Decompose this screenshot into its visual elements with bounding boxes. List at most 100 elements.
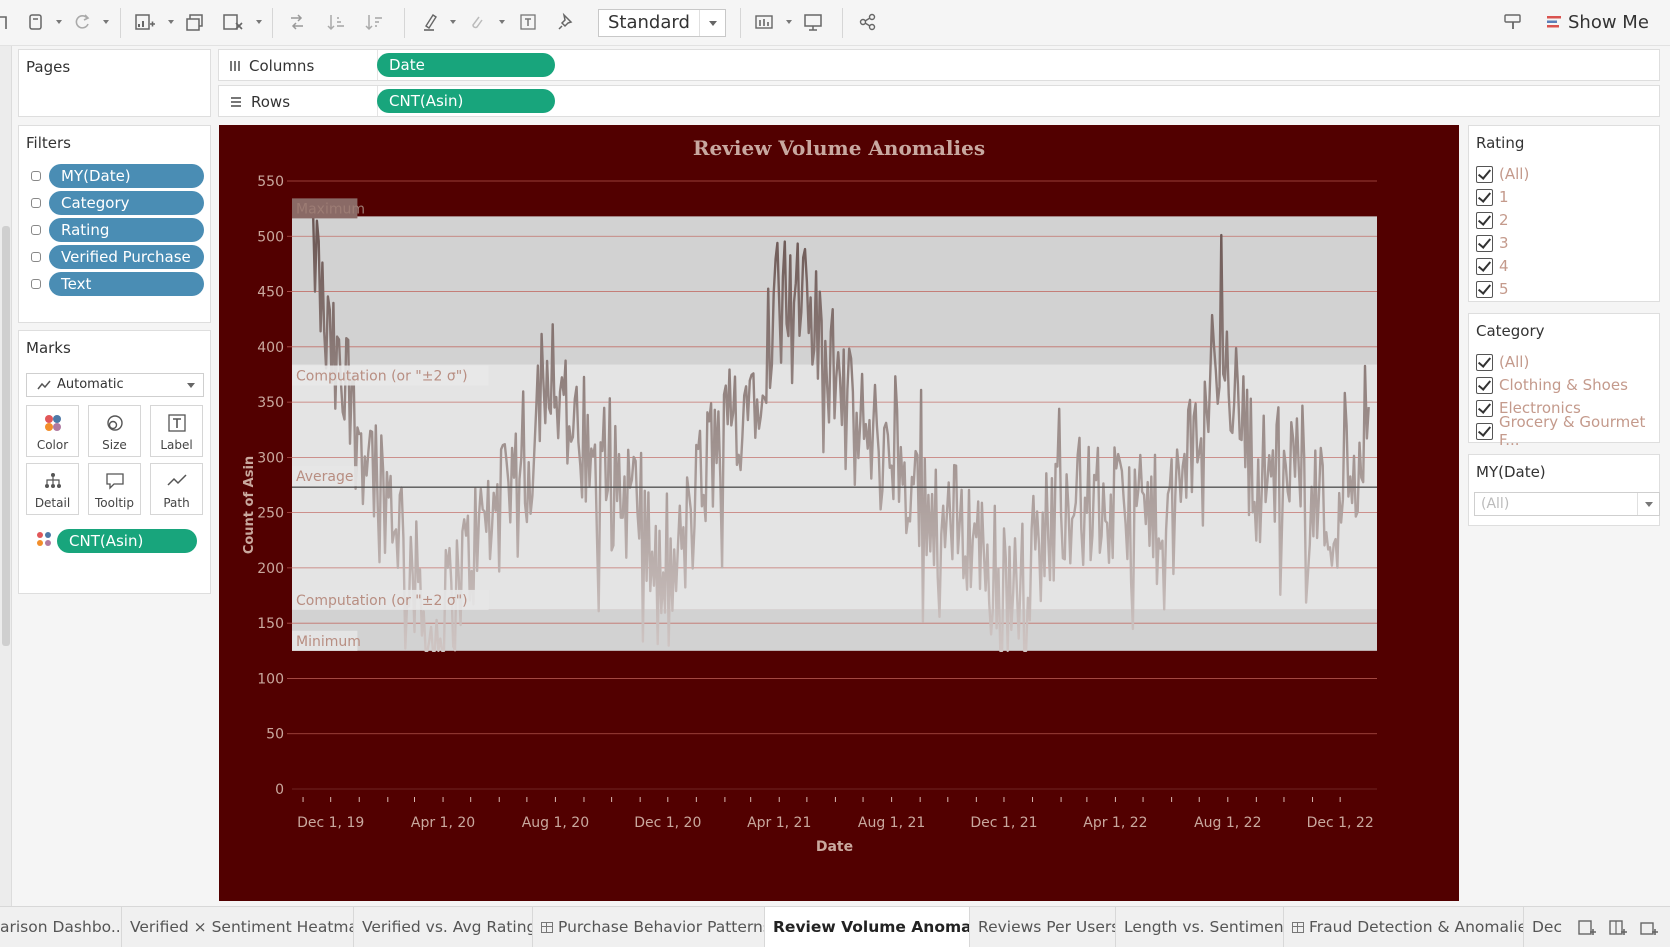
rating-option[interactable]: (All) [1476,164,1529,184]
label-icon[interactable] [518,10,538,34]
category-option[interactable]: (All) [1476,352,1529,372]
new-worksheet-tab-icon[interactable] [1576,916,1598,940]
scrollbar-thumb[interactable] [2,226,10,646]
maximum-label-bg [292,198,358,219]
minimum-label: Minimum [296,634,361,650]
chevron-down-icon [699,10,725,36]
rating-option[interactable]: 2 [1476,210,1509,230]
checkbox-checked-icon[interactable] [1476,280,1493,298]
minimum-label-bg [292,630,358,651]
path-button[interactable]: Path [150,463,203,515]
rating-option[interactable]: 5 [1476,279,1509,299]
checkbox-checked-icon[interactable] [1476,422,1493,440]
toolbar: Standard Show Me [0,0,1670,46]
columns-pill[interactable]: Date [377,53,555,77]
rating-option-label: 5 [1499,280,1509,298]
clear-sheet-icon[interactable] [222,10,244,34]
filter-pill[interactable]: Verified Purchase [49,245,204,269]
rows-label: Rows [251,93,291,111]
pages-shelf[interactable]: Pages [18,49,211,117]
checkbox-checked-icon[interactable] [1476,165,1493,183]
checkbox-checked-icon[interactable] [1476,211,1493,229]
label-button[interactable]: Label [150,405,203,457]
checkbox-checked-icon[interactable] [1476,257,1493,275]
chart-view[interactable]: 0 50 100 150 200 250 300 350 400 450 500 550 Dec 1, … [219,125,1459,901]
undo-icon[interactable] [0,10,8,34]
refresh-icon[interactable] [72,10,92,34]
sort-descending-icon[interactable] [364,10,384,34]
detail-button[interactable]: Detail [26,463,79,515]
checkbox-checked-icon[interactable] [1476,234,1493,252]
y-axis-title: Count of Asin [242,456,257,554]
new-worksheet-icon[interactable] [134,10,156,34]
marks-title: Marks [26,339,71,357]
x-axis-title: Date [816,839,853,855]
tab-dec[interactable]: Dec [1524,907,1574,947]
category-legend-title: Category [1476,322,1545,340]
y-tick-label: 300 [257,450,284,466]
columns-shelf[interactable]: Columns Date [218,49,1660,81]
tab-label: Review Volume Anomalies [773,918,969,936]
path-icon [166,474,187,486]
tab-length-vs-sentiment[interactable]: Length vs. Sentiment [1116,907,1284,947]
side-scrollbar[interactable] [0,46,12,906]
checkbox-checked-icon[interactable] [1476,188,1493,206]
marks-field-pill[interactable]: CNT(Asin) [57,529,197,553]
tab-verified-vs-avg-rating[interactable]: Verified vs. Avg Rating [354,907,533,947]
filter-pill[interactable]: Text [49,272,204,296]
filter-pill[interactable]: MY(Date) [49,164,204,188]
sort-ascending-icon[interactable] [326,10,346,34]
checkbox-checked-icon[interactable] [1476,376,1493,394]
chart-fit-icon[interactable] [754,10,776,34]
checkbox-checked-icon[interactable] [1476,399,1493,417]
presentation-icon[interactable] [802,10,824,34]
color-button[interactable]: Color [26,405,79,457]
chevron-down-icon [187,383,195,388]
y-tick-label: 250 [257,506,284,522]
group-icon[interactable] [466,10,486,34]
rating-option[interactable]: 1 [1476,187,1509,207]
highlight-icon[interactable] [420,10,440,34]
swap-icon[interactable] [287,10,307,34]
new-dashboard-tab-icon[interactable] [1607,916,1629,940]
show-me-button[interactable]: Show Me [1546,10,1649,34]
tab-purchase-behavior-patterns[interactable]: Purchase Behavior Patterns [533,907,765,947]
rows-shelf[interactable]: Rows CNT(Asin) [218,85,1660,117]
rating-option[interactable]: 3 [1476,233,1509,253]
fit-select[interactable]: Standard [598,9,726,37]
rating-legend-title: Rating [1476,134,1525,152]
tab-verified-sentiment-heatmap[interactable]: Verified × Sentiment Heatmap [122,907,354,947]
lower-computation-label: Computation (or "±2 σ") [296,593,468,609]
duplicate-icon[interactable] [184,10,206,34]
category-option[interactable]: Electronics [1476,398,1581,418]
size-button[interactable]: Size [88,405,141,457]
new-story-tab-icon[interactable] [1638,916,1660,940]
dashboard-icon [1292,922,1304,933]
filter-pill[interactable]: Rating [49,218,204,242]
color-icon [44,415,61,431]
columns-label-group: Columns [229,57,314,75]
tooltip-icon[interactable] [1502,10,1524,34]
data-source-icon[interactable] [26,10,46,34]
share-icon[interactable] [858,10,878,34]
filter-pill[interactable]: Category [49,191,204,215]
rating-option[interactable]: 4 [1476,256,1509,276]
tab-reviews-per-users[interactable]: Reviews Per Users [970,907,1116,947]
mydate-title: MY(Date) [1476,463,1546,481]
category-option[interactable]: Grocery & Gourmet F... [1476,413,1659,449]
category-option[interactable]: Clothing & Shoes [1476,375,1628,395]
checkbox-checked-icon[interactable] [1476,353,1493,371]
pin-icon[interactable] [556,10,576,34]
maximum-label: Maximum [296,201,365,217]
tab-label: arison Dashbo... [0,918,122,936]
rows-pill[interactable]: CNT(Asin) [377,89,555,113]
chevron-down-icon [1637,493,1659,515]
tab-review-volume-anomalies[interactable]: Review Volume Anomalies [765,906,970,947]
tab-comparison-dashboard[interactable]: arison Dashbo... [0,907,122,947]
mark-type-select[interactable]: Automatic [26,373,204,397]
tab-fraud-detection[interactable]: Fraud Detection & Anomalies [1284,907,1524,947]
mydate-dropdown[interactable]: (All) [1474,492,1660,516]
line-chart[interactable]: 0 50 100 150 200 250 300 350 400 450 500 550 Dec 1, … [219,125,1459,901]
tooltip-button[interactable]: Tooltip [88,463,141,515]
